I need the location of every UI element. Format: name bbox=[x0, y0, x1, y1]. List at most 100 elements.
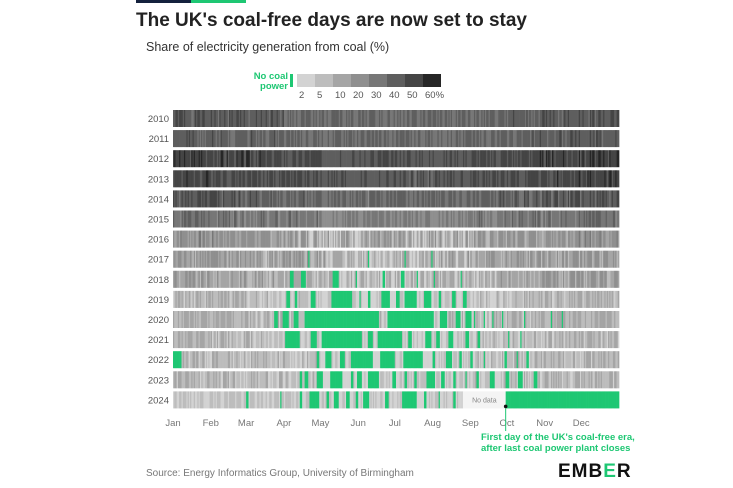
day-cell bbox=[272, 371, 275, 389]
day-cell bbox=[488, 170, 491, 188]
day-cell bbox=[578, 311, 581, 328]
day-cell bbox=[188, 250, 191, 268]
day-cell bbox=[567, 190, 570, 208]
day-cell bbox=[324, 371, 326, 389]
day-cell bbox=[399, 150, 402, 168]
day-cell bbox=[173, 170, 175, 188]
day-cell bbox=[276, 270, 279, 288]
day-cell bbox=[437, 110, 439, 127]
day-cell bbox=[450, 311, 453, 328]
day-cell bbox=[516, 190, 519, 208]
day-cell bbox=[235, 230, 237, 248]
day-cell bbox=[454, 190, 457, 208]
day-cell bbox=[449, 210, 452, 228]
day-cell bbox=[255, 150, 258, 168]
day-cell bbox=[547, 110, 549, 127]
day-cell bbox=[491, 130, 493, 148]
day-cell bbox=[216, 351, 219, 369]
day-cell bbox=[194, 270, 197, 288]
day-cell bbox=[615, 170, 617, 188]
day-cell bbox=[224, 250, 226, 268]
day-cell bbox=[287, 170, 290, 188]
day-cell bbox=[427, 130, 430, 148]
day-cell bbox=[614, 230, 616, 248]
day-cell bbox=[434, 250, 437, 268]
day-cell bbox=[255, 170, 258, 188]
day-cell bbox=[396, 210, 398, 228]
day-cell bbox=[525, 210, 527, 228]
day-cell bbox=[572, 230, 575, 248]
day-cell bbox=[376, 371, 379, 389]
day-cell bbox=[460, 250, 463, 268]
day-cell bbox=[226, 290, 229, 308]
day-cell bbox=[587, 351, 589, 369]
day-cell bbox=[473, 110, 476, 127]
day-cell bbox=[199, 270, 202, 288]
day-cell bbox=[484, 210, 487, 228]
day-cell bbox=[511, 250, 514, 268]
day-cell bbox=[288, 170, 291, 188]
day-cell bbox=[227, 311, 230, 328]
day-cell bbox=[402, 210, 404, 228]
day-cell bbox=[443, 230, 446, 248]
day-cell bbox=[481, 270, 483, 288]
day-cell bbox=[548, 210, 550, 228]
day-cell bbox=[261, 210, 264, 228]
day-cell bbox=[230, 371, 232, 389]
day-cell bbox=[473, 290, 476, 308]
day-cell bbox=[385, 270, 387, 288]
day-cell bbox=[528, 351, 531, 369]
day-cell bbox=[179, 150, 181, 168]
day-cell bbox=[443, 150, 446, 168]
day-cell bbox=[611, 290, 614, 308]
day-cell bbox=[315, 110, 318, 127]
day-cell bbox=[467, 230, 470, 248]
day-cell bbox=[491, 110, 493, 127]
day-cell bbox=[606, 290, 609, 308]
day-cell bbox=[436, 110, 438, 127]
day-cell bbox=[443, 110, 446, 127]
day-cell bbox=[388, 371, 391, 389]
day-cell bbox=[333, 170, 336, 188]
day-cell bbox=[386, 290, 388, 308]
day-cell bbox=[199, 130, 202, 148]
day-cell bbox=[417, 110, 420, 127]
day-cell bbox=[459, 190, 461, 208]
day-cell bbox=[465, 250, 468, 268]
day-cell bbox=[598, 190, 600, 208]
day-cell bbox=[204, 110, 207, 127]
day-cell bbox=[436, 170, 438, 188]
day-cell bbox=[208, 250, 210, 268]
day-cell bbox=[338, 230, 341, 248]
day-cell bbox=[436, 150, 438, 168]
day-cell bbox=[547, 150, 549, 168]
day-cell bbox=[255, 290, 258, 308]
day-cell bbox=[570, 311, 572, 328]
day-cell bbox=[304, 110, 307, 127]
day-cell bbox=[475, 110, 477, 127]
day-cell bbox=[447, 270, 449, 288]
day-cell bbox=[222, 270, 225, 288]
day-cell bbox=[453, 190, 455, 208]
day-cell bbox=[272, 230, 275, 248]
day-cell bbox=[380, 290, 382, 308]
day-cell bbox=[594, 250, 597, 268]
day-cell bbox=[281, 130, 284, 148]
day-cell bbox=[349, 230, 352, 248]
day-cell bbox=[484, 150, 487, 168]
day-cell bbox=[433, 130, 436, 148]
day-cell bbox=[203, 110, 206, 127]
day-cell bbox=[487, 331, 489, 349]
day-cell bbox=[497, 230, 499, 248]
day-cell bbox=[590, 210, 593, 228]
day-cell bbox=[335, 110, 337, 127]
day-cell bbox=[342, 130, 344, 148]
day-cell bbox=[581, 170, 583, 188]
day-cell bbox=[250, 290, 253, 308]
day-cell bbox=[447, 190, 449, 208]
year-label: 2012 bbox=[148, 154, 169, 165]
day-cell bbox=[415, 290, 418, 308]
day-cell bbox=[175, 351, 178, 369]
day-cell bbox=[276, 150, 279, 168]
day-cell bbox=[414, 331, 416, 349]
